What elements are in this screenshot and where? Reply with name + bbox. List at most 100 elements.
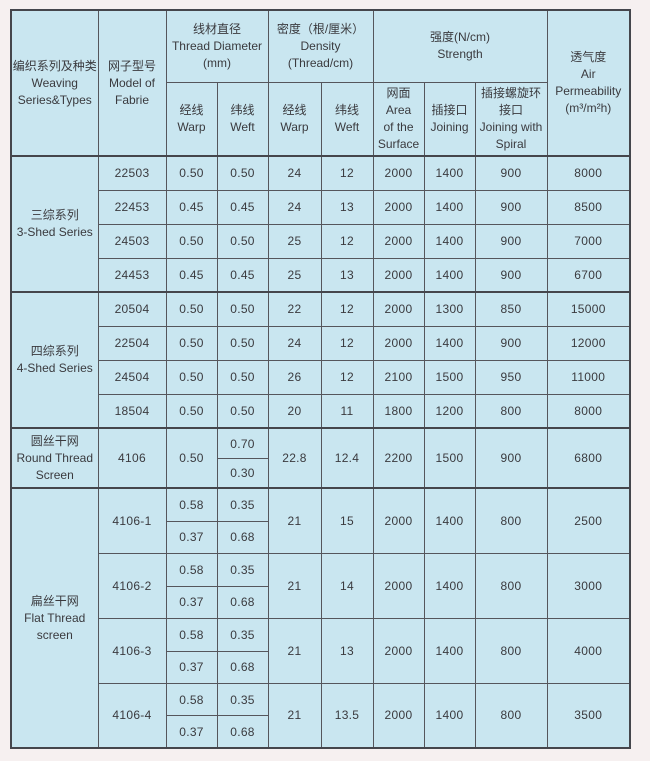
header-strength-en: Strength (437, 47, 483, 62)
cell-warp-diameter-split: 0.58 0.37 (165, 552, 218, 619)
cell-air-permeability: 7000 (546, 223, 631, 259)
cell-density-weft: 12.4 (320, 427, 374, 489)
cell-strength-surface: 2000 (372, 257, 425, 293)
cell-warp-diameter: 0.50 (165, 291, 218, 327)
split-value-top: 0.35 (230, 498, 255, 512)
cell-weft-diameter: 0.50 (216, 325, 269, 361)
cell-air-permeability: 3000 (546, 552, 631, 619)
split-value-top: 0.58 (179, 498, 204, 512)
warp-zh: 经线 (282, 102, 307, 117)
header-strength: 强度(N/cm) Strength (372, 9, 548, 83)
joining-en: Joining (430, 119, 469, 134)
cell-strength-spiral: 800 (474, 552, 548, 619)
header-air-permeability-zh: 透气度 (570, 50, 607, 64)
header-series-en2: Series&Types (17, 92, 92, 107)
split-value-bottom: 0.30 (218, 458, 267, 487)
series-label-round: 圆丝干网 Round Thread Screen (10, 427, 99, 489)
table-row: 四综系列 4-Shed Series 20504 0.50 0.50 22 12… (10, 291, 631, 429)
cell-model: 20504 (97, 291, 167, 327)
cell-strength-joining: 1200 (423, 393, 476, 429)
series-zh: 四综系列 (30, 344, 79, 358)
header-thread-diameter-unit: (mm) (203, 55, 231, 70)
warp-en: Warp (177, 119, 206, 134)
cell-density-weft: 12 (320, 359, 374, 395)
cell-air-permeability: 2500 (546, 487, 631, 554)
cell-density-warp: 22 (267, 291, 322, 327)
cell-strength-surface: 2000 (372, 552, 425, 619)
header-thread-diameter-zh: 线材直径 (192, 21, 241, 36)
surface-zh: 网面 (386, 85, 411, 100)
cell-weft-diameter: 0.50 (216, 155, 269, 191)
header-air-permeability: 透气度 Air Permeability (m³/m²h) (546, 9, 631, 157)
cell-density-warp: 26 (267, 359, 322, 395)
split-value-bottom: 0.68 (218, 520, 267, 552)
header-model-en2: Fabrie (114, 92, 149, 107)
table-row: 4106-3 0.58 0.37 0.35 0.68 21 13 2000 14… (11, 617, 631, 684)
cell-strength-joining: 1500 (423, 427, 476, 489)
header-model-zh: 网子型号 (107, 58, 156, 73)
header-series-en: Weaving (31, 75, 78, 90)
joining-zh: 插接口 (431, 102, 468, 117)
cell-weft-diameter-split: 0.35 0.68 (216, 682, 269, 749)
cell-warp-diameter: 0.50 (165, 223, 218, 259)
series-en2: Screen (35, 467, 74, 482)
cell-density-warp: 20 (267, 393, 322, 429)
header-density-zh: 密度（根/厘米） (276, 21, 365, 36)
header-model: 网子型号 Model of Fabrie (97, 9, 167, 157)
cell-density-weft: 13 (320, 617, 374, 684)
cell-strength-joining: 1400 (423, 257, 476, 293)
cell-strength-joining: 1400 (423, 155, 476, 191)
header-density-weft: 纬线 Weft (320, 81, 374, 157)
cell-weft-diameter: 0.50 (216, 393, 269, 429)
cell-strength-joining: 1400 (423, 617, 476, 684)
cell-model: 24453 (97, 257, 167, 293)
table-row: 22504 0.50 0.50 24 12 2000 1400 900 1200… (11, 325, 631, 361)
cell-strength-spiral: 800 (474, 682, 548, 749)
split-value-top: 0.70 (230, 436, 255, 451)
cell-weft-diameter: 0.50 (216, 291, 269, 327)
cell-strength-spiral: 900 (474, 223, 548, 259)
cell-density-warp: 24 (267, 155, 322, 191)
split-value-bottom: 0.68 (218, 715, 267, 747)
split-value-top: 0.35 (230, 562, 255, 577)
cell-strength-spiral: 800 (474, 487, 548, 554)
split-value-bottom: 0.37 (167, 520, 216, 552)
cell-weft-diameter: 0.45 (216, 257, 269, 293)
warp-zh: 经线 (179, 102, 204, 117)
cell-strength-joining: 1300 (423, 291, 476, 327)
cell-warp-diameter: 0.45 (165, 257, 218, 293)
cell-model: 24504 (97, 359, 167, 395)
weft-en: Weft (230, 119, 255, 134)
split-value-top: 0.58 (179, 692, 204, 707)
cell-air-permeability: 6800 (546, 427, 631, 489)
cell-model: 22453 (97, 189, 167, 225)
cell-strength-surface: 2000 (372, 291, 425, 327)
cell-weft-diameter-split: 0.35 0.68 (216, 617, 269, 684)
header-density-warp: 经线 Warp (267, 81, 322, 157)
cell-strength-joining: 1400 (423, 487, 476, 554)
series-en: Round Thread (16, 450, 94, 465)
warp-en: Warp (280, 119, 309, 134)
split-value-bottom: 0.68 (218, 585, 267, 618)
header-density: 密度（根/厘米） Density (Thread/cm) (267, 9, 374, 83)
cell-density-warp: 25 (267, 257, 322, 293)
table-row: 4106-2 0.58 0.37 0.35 0.68 21 14 2000 14… (11, 552, 631, 619)
cell-weft-diameter-split: 0.35 0.68 (216, 552, 269, 619)
cell-model: 4106-4 (97, 682, 167, 749)
series-en: 3-Shed Series (16, 225, 93, 239)
cell-strength-surface: 2000 (372, 682, 425, 749)
cell-strength-joining: 1500 (423, 359, 476, 395)
cell-model: 18504 (97, 393, 167, 429)
series-en: 4-Shed Series (16, 361, 93, 375)
cell-model: 4106-3 (97, 617, 167, 684)
header-density-en: Density (Thread/cm) (287, 38, 354, 70)
surface-en3: Surface (377, 136, 420, 151)
cell-weft-diameter: 0.50 (216, 359, 269, 395)
cell-strength-surface: 2000 (372, 223, 425, 259)
header-strength-joining: 插接口 Joining (423, 81, 476, 157)
cell-warp-diameter: 0.45 (165, 189, 218, 225)
cell-strength-joining: 1400 (423, 325, 476, 361)
split-value-top: 0.58 (179, 627, 204, 642)
table-row: 18504 0.50 0.50 20 11 1800 1200 800 8000 (11, 393, 631, 429)
cell-strength-surface: 2000 (372, 189, 425, 225)
